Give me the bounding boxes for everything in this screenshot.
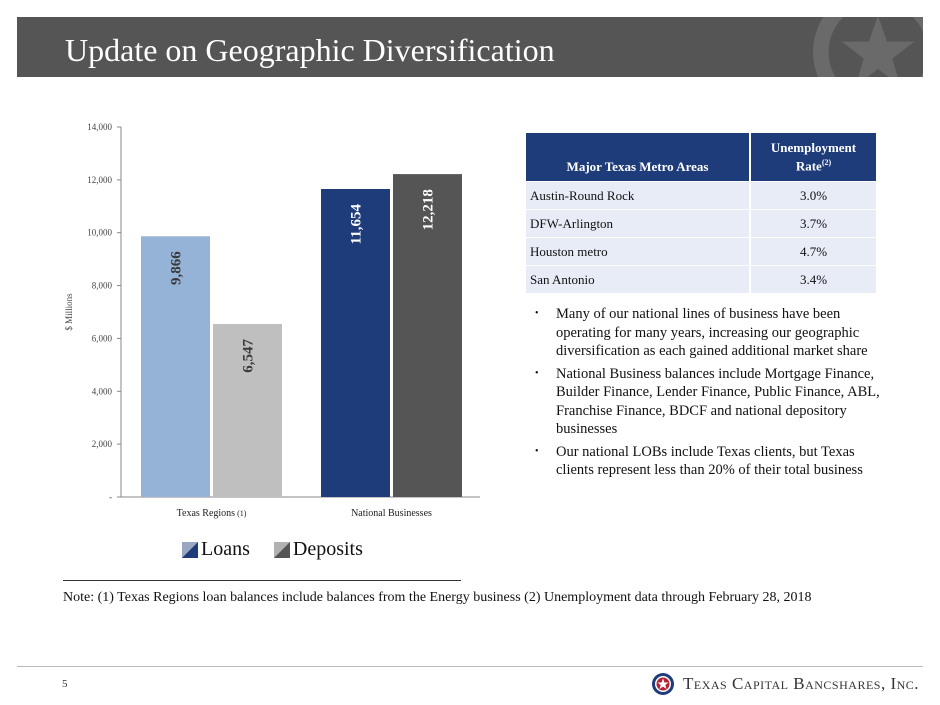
table-header-row: Major Texas Metro Areas Unemployment Rat… (526, 133, 876, 182)
table-row: Houston metro 4.7% (526, 237, 876, 266)
legend-label-deposits: Deposits (292, 538, 363, 560)
bullet-item: Our national LOBs include Texas clients,… (533, 443, 893, 480)
table-cell-rate: 4.7% (749, 237, 876, 266)
table-cell-area: Houston metro (526, 237, 750, 266)
legend-swatch-loans (182, 541, 198, 558)
legend-label-loans: Loans (201, 538, 250, 560)
y-tick-label: 2,000 (92, 439, 113, 449)
footnote: Note: (1) Texas Regions loan balances in… (63, 590, 812, 605)
table-cell-rate: 3.7% (749, 209, 876, 238)
table-cell-area: Austin-Round Rock (526, 181, 750, 210)
table-header-metro: Major Texas Metro Areas (526, 133, 750, 182)
x-tick-label: Texas Regions (1) (177, 508, 247, 519)
table-cell-area: San Antonio (526, 265, 750, 293)
legend-item-deposits: Deposits (273, 538, 363, 561)
bar-chart: - 2,000 4,000 6,000 8,000 10,000 12,000 14,000 $… (64, 122, 480, 519)
data-label: 9,866 (169, 251, 185, 285)
bar-loans (321, 189, 390, 497)
company-logo: Texas Capital Bancshares, Inc. (651, 672, 919, 696)
data-label: 12,218 (421, 189, 437, 230)
data-label: 11,654 (349, 204, 365, 245)
bullet-item: Many of our national lines of business h… (533, 305, 893, 361)
y-tick-label: 8,000 (92, 281, 113, 291)
y-tick-label: 12,000 (87, 175, 112, 185)
bar-deposits (393, 174, 462, 498)
table-header-rate-line2: Rate (795, 158, 822, 174)
legend-swatch-deposits (273, 541, 290, 558)
chart-legend: Loans Deposits (182, 538, 387, 561)
note-divider (63, 580, 461, 581)
table-cell-rate: 3.4% (749, 265, 876, 293)
data-label: 6,547 (241, 338, 257, 372)
x-tick-footnote: (1) (235, 509, 247, 518)
bullet-list: Many of our national lines of business h… (533, 305, 893, 484)
y-axis-title: $ Millions (64, 293, 74, 331)
footer-divider (17, 666, 923, 667)
table-header-rate-line1: Unemployment (770, 140, 857, 156)
bar-deposits (213, 323, 282, 497)
y-tick-label: 6,000 (92, 333, 113, 343)
table-row: San Antonio 3.4% (526, 265, 876, 293)
table-row: DFW-Arlington 3.7% (526, 209, 876, 238)
y-tick-label: 14,000 (87, 122, 112, 132)
y-tick-label: 4,000 (92, 386, 113, 396)
table-header-rate-footnote: (2) (821, 158, 832, 168)
page-title: Update on Geographic Diversification (65, 32, 555, 68)
star-seal-icon (652, 673, 674, 695)
unemployment-table: Major Texas Metro Areas Unemployment Rat… (526, 133, 876, 293)
y-tick-label: 10,000 (87, 228, 112, 238)
bullet-item: National Business balances include Mortg… (533, 365, 893, 439)
table-cell-rate: 3.0% (749, 181, 876, 210)
x-tick-label: National Businesses (351, 508, 432, 519)
table-header-rate: Unemployment Rate(2) (749, 133, 876, 182)
table-cell-area: DFW-Arlington (526, 209, 750, 238)
star-seal-icon (813, 17, 923, 77)
page-number: 5 (62, 678, 68, 690)
bar-loans (141, 236, 210, 497)
y-tick-label: - (109, 492, 112, 502)
title-bar: Update on Geographic Diversification (17, 17, 923, 77)
legend-item-loans: Loans (182, 538, 250, 561)
logo-text: Texas Capital Bancshares, Inc. (683, 674, 920, 693)
table-row: Austin-Round Rock 3.0% (526, 181, 876, 210)
